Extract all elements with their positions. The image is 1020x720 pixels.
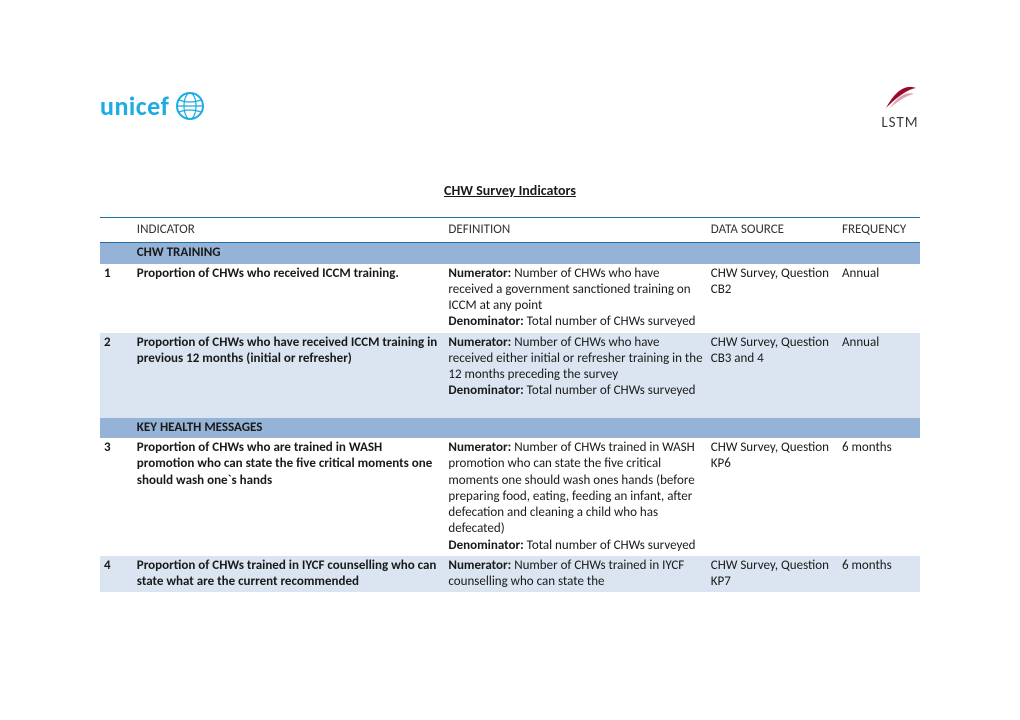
row-definition: Numerator: Number of CHWs who have recei… [444,333,706,418]
section-chw-training: CHW TRAINING [100,243,920,264]
numerator-label: Numerator: [448,440,511,455]
col-indicator: INDICATOR [133,218,445,243]
table-header-row: INDICATOR DEFINITION DATA SOURCE FREQUEN… [100,218,920,243]
row-definition: Numerator: Number of CHWs trained in IYC… [444,556,706,593]
denominator-label: Denominator: [448,538,523,553]
row-number: 1 [100,264,133,333]
section-key-health-messages: KEY HEALTH MESSAGES [100,418,920,438]
table-row: 4 Proportion of CHWs trained in IYCF cou… [100,556,920,593]
row-indicator: Proportion of CHWs trained in IYCF couns… [133,556,445,593]
section-label: CHW TRAINING [133,243,445,264]
unicef-wordmark: unicef [100,90,169,122]
table-row: 2 Proportion of CHWs who have received I… [100,333,920,418]
col-definition: DEFINITION [444,218,706,243]
row-indicator: Proportion of CHWs who have received ICC… [133,333,445,418]
lstm-wordmark: LSTM [881,114,918,132]
row-indicator: Proportion of CHWs who received ICCM tra… [133,264,445,333]
table-row: 1 Proportion of CHWs who received ICCM t… [100,264,920,333]
page-title: CHW Survey Indicators [100,182,920,199]
numerator-label: Numerator: [448,558,511,573]
col-blank [100,218,133,243]
denominator-text: Total number of CHWs surveyed [524,383,696,398]
denominator-text: Total number of CHWs surveyed [524,314,696,329]
row-source: CHW Survey, Question KP7 [707,556,838,593]
logo-bar: unicef LSTM [100,80,920,132]
numerator-label: Numerator: [448,335,511,350]
indicators-table: INDICATOR DEFINITION DATA SOURCE FREQUEN… [100,217,920,592]
document-page: unicef LSTM CHW Survey Indicators [0,0,1020,720]
row-frequency: Annual [838,264,920,333]
section-label: KEY HEALTH MESSAGES [133,418,445,438]
col-datasource: DATA SOURCE [707,218,838,243]
row-definition: Numerator: Number of CHWs trained in WAS… [444,438,706,556]
row-frequency: 6 months [838,556,920,593]
row-number: 3 [100,438,133,556]
numerator-label: Numerator: [448,266,511,281]
row-definition: Numerator: Number of CHWs who have recei… [444,264,706,333]
row-source: CHW Survey, Question CB3 and 4 [707,333,838,418]
col-frequency: FREQUENCY [838,218,920,243]
row-source: CHW Survey, Question CB2 [707,264,838,333]
row-number: 2 [100,333,133,418]
row-frequency: 6 months [838,438,920,556]
denominator-label: Denominator: [448,314,523,329]
denominator-text: Total number of CHWs surveyed [524,538,696,553]
unicef-logo: unicef [100,90,205,122]
row-number: 4 [100,556,133,593]
row-indicator: Proportion of CHWs who are trained in WA… [133,438,445,556]
table-row: 3 Proportion of CHWs who are trained in … [100,438,920,556]
row-source: CHW Survey, Question KP6 [707,438,838,556]
swoosh-icon [880,80,920,112]
lstm-logo: LSTM [880,80,920,132]
row-frequency: Annual [838,333,920,418]
globe-icon [175,91,205,121]
denominator-label: Denominator: [448,383,523,398]
